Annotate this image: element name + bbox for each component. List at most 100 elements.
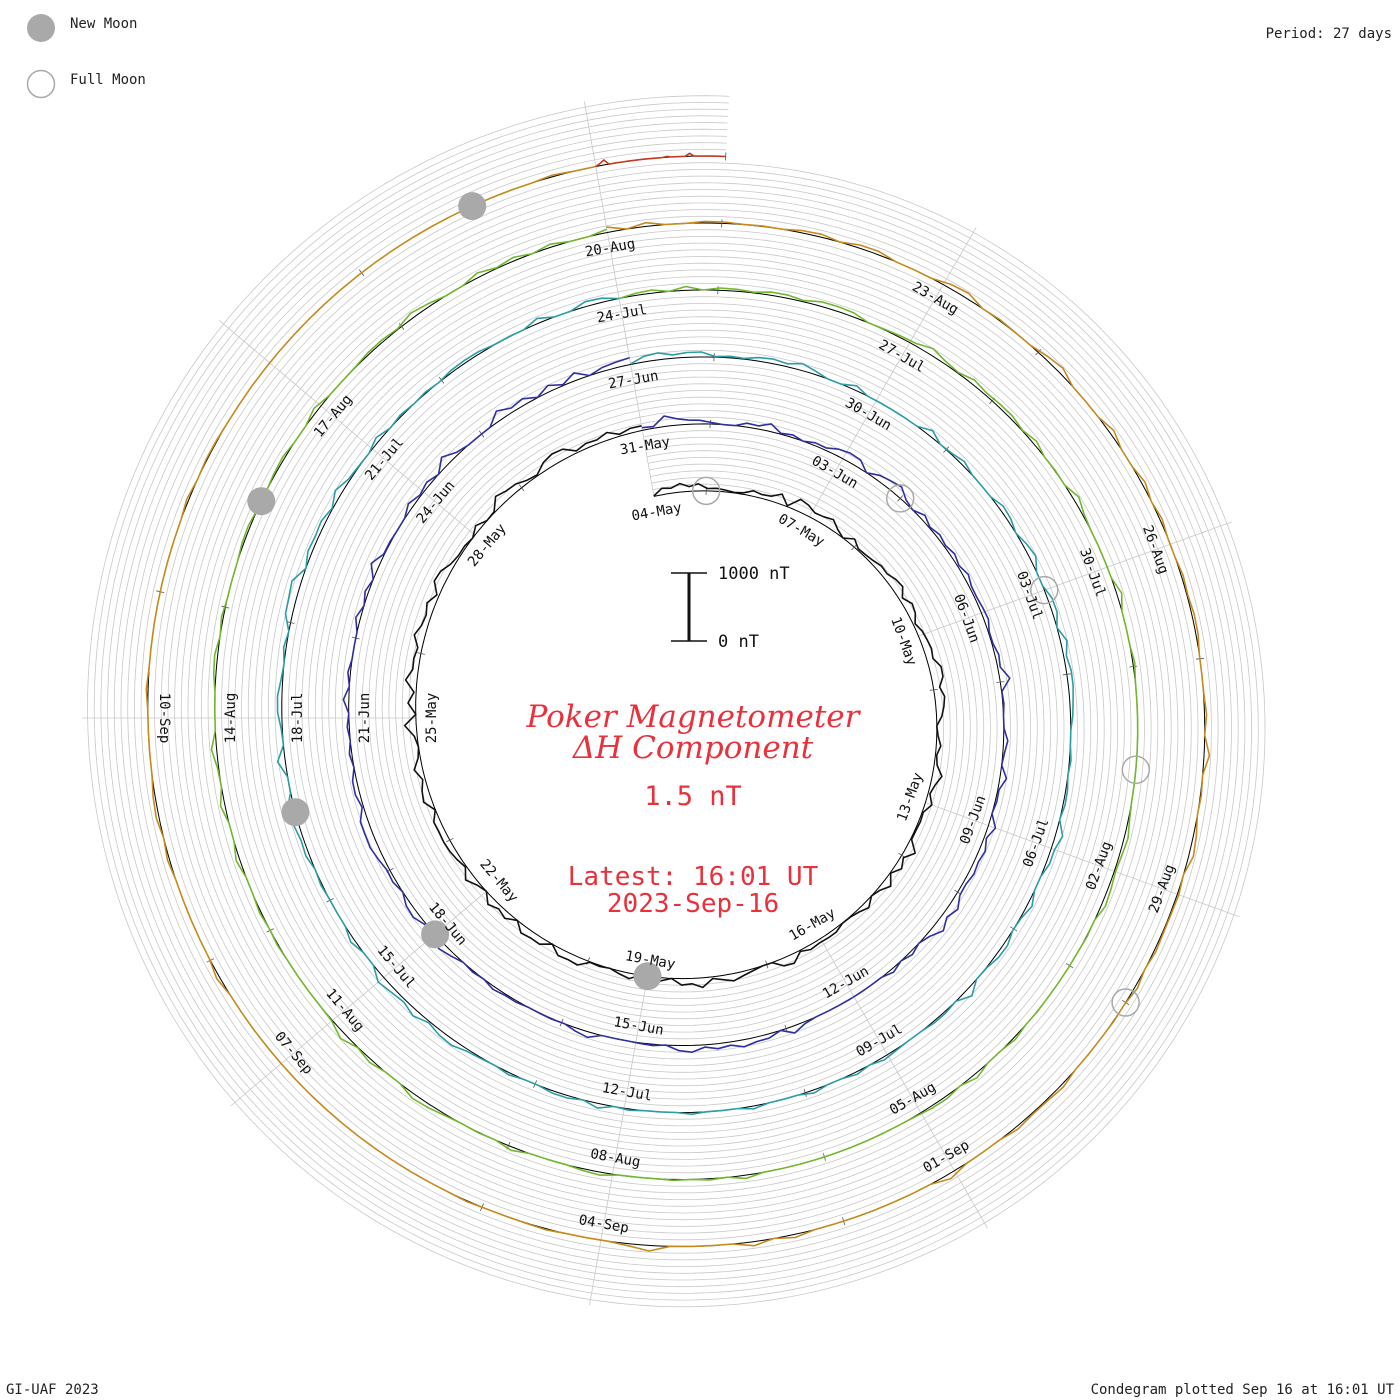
day-spoke xyxy=(887,1054,921,1113)
footer-plotted: Condegram plotted Sep 16 at 16:01 UT xyxy=(1091,1382,1395,1398)
moon-markers xyxy=(247,192,1151,1017)
baseline-tick xyxy=(709,419,711,429)
day-spoke xyxy=(612,1108,625,1174)
day-spoke xyxy=(281,1020,333,1064)
baseline-tick xyxy=(713,353,715,362)
day-spoke xyxy=(1051,848,1114,872)
full-moon-marker xyxy=(1030,575,1059,605)
latest-time: Latest: 16:01 UT xyxy=(568,862,819,892)
date-label: 25-May xyxy=(424,693,440,744)
day-spoke xyxy=(1044,567,1107,591)
baseline-tick xyxy=(803,1088,807,1097)
date-label: 18-Jul xyxy=(290,693,306,744)
series-lines xyxy=(145,152,1211,1252)
date-label: 27-Jun xyxy=(607,368,660,393)
full-moon-marker xyxy=(885,484,915,513)
day-spoke xyxy=(642,431,655,497)
day-spoke xyxy=(1177,893,1240,918)
day-spoke xyxy=(875,343,910,401)
date-label: 21-Jun xyxy=(357,693,373,744)
day-spoke xyxy=(842,401,877,459)
series-line-3 xyxy=(276,297,1074,1115)
date-label: 16-May xyxy=(786,905,838,944)
scale-bar-top-label: 1000 nT xyxy=(718,564,790,584)
grid-spiral-9 xyxy=(87,95,1266,1308)
date-label: 09-Jul xyxy=(853,1021,905,1060)
series-line-2 xyxy=(342,356,1011,1053)
period-label: Period: 27 days xyxy=(1266,26,1392,42)
new-moon-marker xyxy=(458,192,487,221)
day-spoke xyxy=(1114,870,1177,895)
day-spoke xyxy=(988,825,1051,849)
footer-credit: GI-UAF 2023 xyxy=(6,1382,99,1398)
day-spoke xyxy=(607,233,620,299)
new-moon-marker xyxy=(247,487,276,516)
full-moon-marker xyxy=(1121,755,1151,785)
series-line-5 xyxy=(145,165,1211,1252)
date-label: 24-Jul xyxy=(596,302,649,327)
baseline-tick xyxy=(1062,673,1071,676)
day-spoke xyxy=(424,492,476,536)
baseline-tick xyxy=(929,689,938,691)
day-spoke xyxy=(920,1112,955,1171)
baseline-tick xyxy=(518,484,525,492)
baseline-tick xyxy=(897,495,904,502)
date-label: 22-May xyxy=(476,857,521,906)
day-spoke xyxy=(942,227,977,285)
grid-spiral-3 xyxy=(127,135,1226,1268)
day-spoke xyxy=(372,449,424,493)
new-moon-legend-label: New Moon xyxy=(70,16,137,32)
new-moon-marker xyxy=(421,920,450,949)
baseline-tick xyxy=(1129,665,1138,668)
date-label: 10-Sep xyxy=(156,693,172,744)
grid-spiral-6 xyxy=(107,115,1246,1288)
day-spoke xyxy=(618,299,632,365)
baseline-tick xyxy=(286,621,295,624)
day-spoke xyxy=(808,459,843,517)
scale-bar: 1000 nT 0 nT xyxy=(671,564,790,652)
day-spoke xyxy=(954,1170,988,1229)
date-label: 12-Jun xyxy=(820,963,872,1002)
baseline-tick xyxy=(417,652,425,655)
day-spoke xyxy=(630,365,643,431)
day-spoke xyxy=(589,1240,602,1306)
chart-subtitle: ΔH Component xyxy=(572,730,814,766)
series-line-4 xyxy=(210,228,1139,1182)
day-spoke xyxy=(270,363,322,407)
grid-spiral-5 xyxy=(113,122,1239,1281)
day-spoke xyxy=(600,1174,613,1240)
day-spoke xyxy=(918,613,981,637)
day-spoke xyxy=(321,406,373,450)
latest-date: 2023-Sep-16 xyxy=(607,889,779,919)
grid-spiral-8 xyxy=(93,101,1259,1301)
date-label: 04-May xyxy=(630,500,683,525)
new-moon-legend-icon xyxy=(27,14,55,42)
series-line-6 xyxy=(595,152,726,168)
day-spoke xyxy=(981,590,1044,614)
date-label: 07-May xyxy=(775,511,827,550)
series-line-1 xyxy=(403,425,946,989)
chart-title: Poker Magnetometer xyxy=(526,699,862,735)
full-moon-legend-label: Full Moon xyxy=(70,72,146,88)
date-label: 05-Aug xyxy=(887,1079,939,1118)
full-moon-legend-icon xyxy=(26,69,56,99)
date-label: 31-May xyxy=(619,434,672,459)
baseline-tick xyxy=(996,681,1005,683)
day-spoke xyxy=(853,996,888,1055)
new-moon-marker xyxy=(281,798,310,827)
grid-spiral-4 xyxy=(120,128,1232,1274)
day-spoke xyxy=(332,977,385,1021)
day-spokes xyxy=(81,101,1240,1306)
day-spoke xyxy=(624,1042,637,1108)
baseline-tick xyxy=(1035,349,1042,356)
baseline-tick xyxy=(446,837,454,843)
day-spoke xyxy=(925,802,988,826)
day-spoke xyxy=(820,938,854,996)
date-label: 20-Aug xyxy=(584,236,637,261)
grid-spiral-7 xyxy=(100,108,1253,1294)
current-value: 1.5 nT xyxy=(644,781,742,812)
day-spoke xyxy=(909,285,944,343)
full-moon-marker xyxy=(691,476,721,506)
day-spoke xyxy=(230,1063,282,1107)
